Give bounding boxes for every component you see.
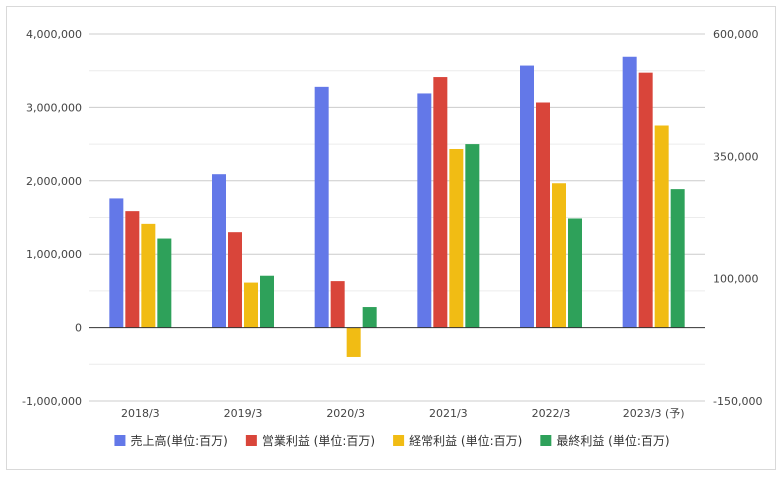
bar-1-5 bbox=[520, 65, 534, 328]
left-axis-labels: -1,000,000 0 1,000,000 2,000,000 3,000,000 4,… bbox=[22, 28, 82, 408]
left-axis-tick-label: 1,000,000 bbox=[26, 248, 82, 261]
legend-item: 経常利益 (単位:百万) bbox=[393, 433, 522, 448]
legend-label: 最終利益 (単位:百万) bbox=[556, 433, 669, 448]
legend-swatch bbox=[540, 435, 552, 446]
x-axis-labels: 2018/3 2019/3 2020/3 2021/3 2022/3 2023/3 (予) bbox=[121, 407, 685, 420]
bar-2-6 bbox=[638, 72, 653, 328]
bar-1-4 bbox=[417, 93, 432, 328]
bar-1-1 bbox=[109, 198, 124, 328]
chart-frame: -1,000,000 0 1,000,000 2,000,000 3,000,000 4,… bbox=[6, 6, 776, 470]
bar-3-3 bbox=[346, 327, 361, 357]
bar-4-3 bbox=[362, 307, 377, 328]
bar-3-4 bbox=[449, 148, 464, 328]
bar-3-1 bbox=[141, 223, 156, 328]
bar-4-4 bbox=[465, 144, 480, 328]
gridlines bbox=[89, 33, 705, 402]
bar-4-5 bbox=[568, 218, 582, 328]
bar-4-2 bbox=[260, 275, 274, 328]
x-axis-category-label: 2023/3 (予) bbox=[623, 407, 685, 420]
legend-swatch bbox=[114, 435, 126, 446]
x-axis-category-label: 2020/3 bbox=[326, 407, 365, 420]
legend-item: 営業利益 (単位:百万) bbox=[245, 433, 375, 448]
legend-label: 営業利益 (単位:百万) bbox=[262, 433, 375, 448]
bar-4-6 bbox=[670, 189, 685, 328]
right-axis-tick-label: -150,000 bbox=[713, 395, 762, 408]
legend-item: 最終利益 (単位:百万) bbox=[540, 433, 670, 448]
right-axis-tick-label: 600,000 bbox=[713, 28, 759, 41]
x-axis-category-label: 2018/3 bbox=[121, 407, 160, 420]
bar-3-6 bbox=[654, 125, 669, 328]
bar-chart: -1,000,000 0 1,000,000 2,000,000 3,000,000 4,… bbox=[22, 28, 762, 448]
bars bbox=[109, 56, 685, 357]
bar-1-2 bbox=[212, 174, 226, 328]
right-axis-tick-label: 350,000 bbox=[713, 150, 759, 163]
legend-item: 売上高(単位:百万) bbox=[114, 433, 228, 448]
legend: 売上高(単位:百万) 営業利益 (単位:百万) 経常利益 (単位:百万) 最終利益 (… bbox=[114, 433, 670, 448]
right-axis-tick-label: 100,000 bbox=[713, 273, 759, 286]
bar-3-2 bbox=[244, 282, 258, 328]
legend-swatch bbox=[245, 435, 257, 446]
left-axis-tick-label: 4,000,000 bbox=[26, 28, 82, 41]
bar-1-3 bbox=[314, 86, 329, 328]
x-axis-category-label: 2019/3 bbox=[224, 407, 263, 420]
bar-1-6 bbox=[622, 56, 637, 328]
legend-label: 売上高(単位:百万) bbox=[130, 433, 227, 448]
x-axis-category-label: 2022/3 bbox=[532, 407, 571, 420]
right-axis-labels: -150,000 100,000 350,000 600,000 bbox=[713, 28, 762, 408]
bar-2-2 bbox=[228, 232, 242, 328]
x-axis-category-label: 2021/3 bbox=[429, 407, 468, 420]
bar-2-4 bbox=[433, 77, 448, 328]
legend-swatch bbox=[393, 435, 405, 446]
left-axis-tick-label: 2,000,000 bbox=[26, 175, 82, 188]
left-axis-tick-label: 3,000,000 bbox=[26, 101, 82, 114]
bar-2-5 bbox=[536, 102, 550, 328]
bar-4-1 bbox=[157, 238, 172, 328]
left-axis-tick-label: -1,000,000 bbox=[22, 395, 82, 408]
bar-2-3 bbox=[330, 281, 345, 328]
legend-label: 経常利益 (単位:百万) bbox=[409, 433, 522, 448]
bar-2-1 bbox=[125, 211, 140, 328]
bar-3-5 bbox=[552, 183, 566, 328]
left-axis-tick-label: 0 bbox=[75, 322, 82, 335]
